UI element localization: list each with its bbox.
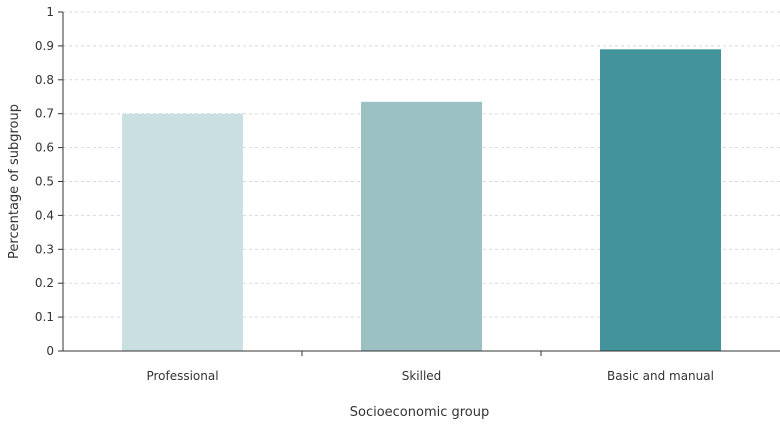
y-axis-title: Percentage of subgroup [7,104,22,259]
y-tick-label: 0.6 [35,141,54,155]
y-tick-label: 0.2 [35,276,54,290]
y-tick-label: 0.3 [35,242,54,256]
x-tick-label: Basic and manual [607,369,714,383]
y-tick-label: 0.1 [35,310,54,324]
x-axis-title: Socioeconomic group [350,405,490,420]
y-tick-label: 0.9 [35,39,54,53]
bar-basic-and-manual [600,49,721,351]
x-tick-label: Professional [146,369,218,383]
y-tick-label: 0.8 [35,73,54,87]
y-tick-labels: 0 0.1 0.2 0.3 0.4 0.5 0.6 0.7 0.8 0.9 1 [35,5,63,358]
bar-skilled [361,101,482,352]
y-tick-label: 0.4 [35,208,54,222]
y-tick-label: 0 [46,344,54,358]
x-tick-labels: Professional Skilled Basic and manual [146,351,714,383]
bar-professional [122,113,243,351]
y-tick-label: 0.7 [35,107,54,121]
y-tick-label: 1 [46,5,54,19]
bars [122,49,721,352]
y-tick-label: 0.5 [35,175,54,189]
x-tick-label: Skilled [402,369,442,383]
